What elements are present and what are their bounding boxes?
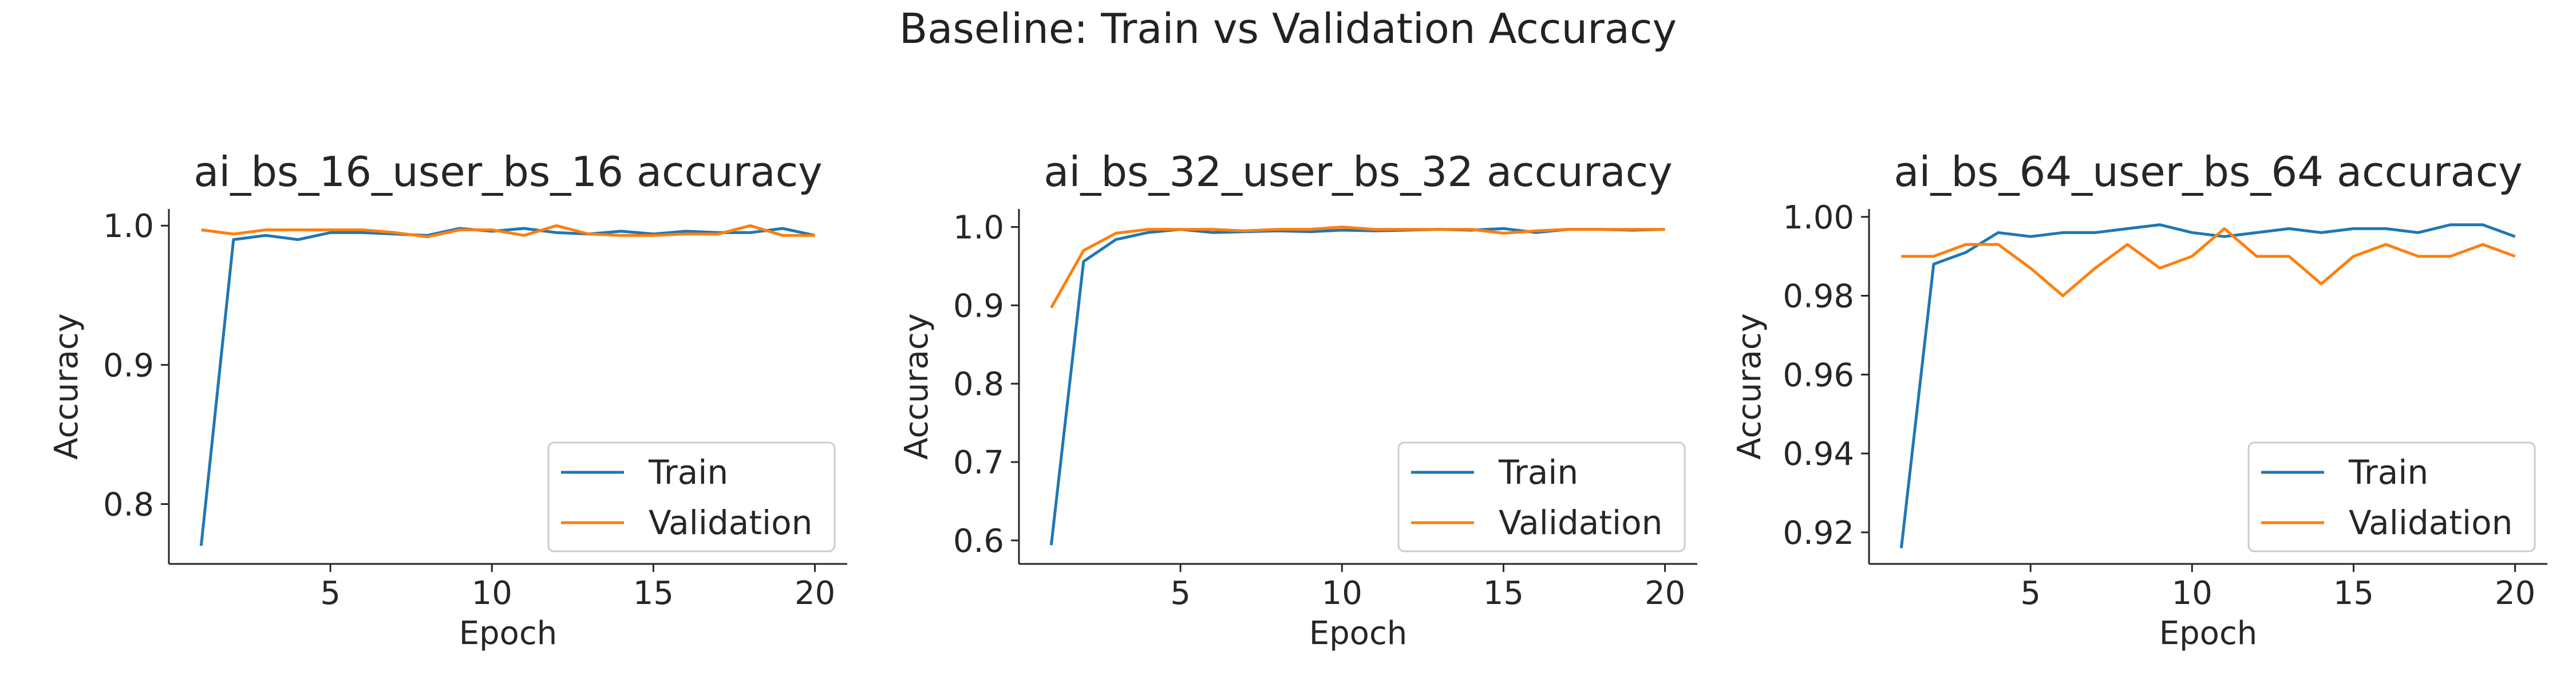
x-tick-label: 5 — [320, 575, 341, 612]
y-tick-label: 0.94 — [1783, 436, 1854, 473]
y-axis-label: Accuracy — [1731, 313, 1768, 460]
y-tick-label: 0.96 — [1783, 357, 1854, 394]
legend: Train Validation — [2247, 441, 2536, 552]
y-tick-label: 1.0 — [953, 209, 1004, 246]
subplot-2: ai_bs_32_user_bs_32 accuracy 5 10 15 20 0.6 0.… — [898, 148, 1697, 652]
legend-label-validation: Validation — [649, 503, 812, 542]
y-axis-label: Accuracy — [898, 313, 935, 460]
y-axis-label: Accuracy — [48, 313, 85, 460]
x-axis-label: Epoch — [459, 615, 557, 652]
x-tick-label: 20 — [795, 575, 835, 612]
x-tick-label: 15 — [1483, 575, 1524, 612]
subplot-title: ai_bs_16_user_bs_16 accuracy — [193, 148, 823, 196]
y-tick-label: 0.9 — [953, 287, 1004, 325]
x-tick-label: 15 — [633, 575, 674, 612]
x-tick-label: 10 — [2172, 575, 2212, 612]
series-line-train — [199, 227, 816, 546]
y-tick-label: 0.6 — [953, 523, 1004, 560]
y-tick-label: 1.0 — [103, 208, 154, 245]
legend-label-validation: Validation — [2349, 503, 2512, 542]
x-tick-label: 10 — [472, 575, 512, 612]
x-tick-label: 15 — [2333, 575, 2374, 612]
legend-label-train: Train — [1498, 453, 1578, 492]
x-tick-label: 10 — [1322, 575, 1362, 612]
y-tick-label: 0.8 — [953, 366, 1004, 403]
subplot-1: ai_bs_16_user_bs_16 accuracy 5 10 15 20 0.8 0.… — [48, 148, 847, 652]
y-tick-label: 0.8 — [103, 486, 154, 523]
x-axis-label: Epoch — [1309, 615, 1407, 652]
figure-title: Baseline: Train vs Validation Accuracy — [899, 5, 1677, 53]
x-tick-label: 20 — [2495, 575, 2535, 612]
x-tick-label: 20 — [1645, 575, 1685, 612]
series-line-validation — [1901, 227, 2516, 298]
legend-label-train: Train — [648, 453, 728, 492]
series-line-train — [1899, 223, 2516, 548]
x-tick-label: 5 — [2020, 575, 2041, 612]
legend: Train Validation — [547, 441, 836, 552]
y-tick-label: 0.92 — [1783, 515, 1854, 552]
y-tick-label: 1.00 — [1783, 199, 1854, 236]
series-line-validation — [1050, 226, 1665, 309]
subplot-title: ai_bs_32_user_bs_32 accuracy — [1044, 148, 1673, 196]
y-tick-label: 0.9 — [103, 347, 154, 384]
subplot-3: ai_bs_64_user_bs_64 accuracy 5 10 15 20 0.92 0… — [1731, 148, 2547, 652]
legend-label-train: Train — [2348, 453, 2428, 492]
x-tick-label: 5 — [1170, 575, 1191, 612]
x-axis-label: Epoch — [2159, 615, 2257, 652]
legend: Train Validation — [1397, 441, 1686, 552]
y-tick-label: 0.7 — [953, 444, 1004, 481]
legend-label-validation: Validation — [1499, 503, 1662, 542]
y-tick-label: 0.98 — [1783, 278, 1854, 315]
subplot-title: ai_bs_64_user_bs_64 accuracy — [1894, 148, 2523, 196]
series-line-validation — [201, 224, 815, 239]
